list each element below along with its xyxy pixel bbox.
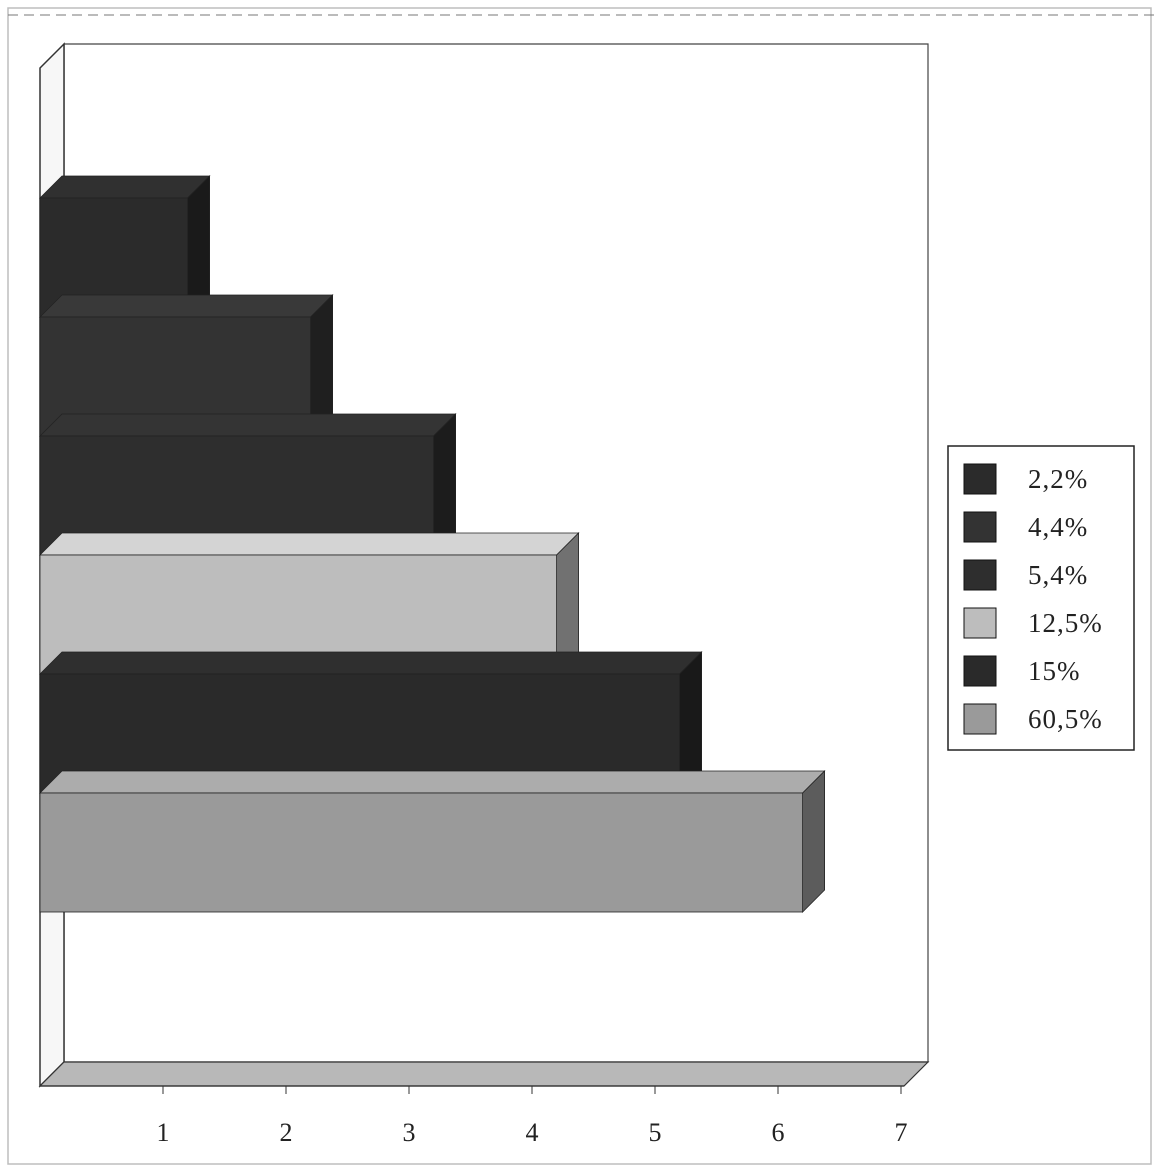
legend-entry: 12,5% bbox=[963, 607, 1103, 639]
legend-entry: 4,4% bbox=[963, 511, 1088, 543]
bar-top-face bbox=[39, 651, 703, 675]
legend: 2,2% 4,4% 5,4% 12,5% 15% 60,5% bbox=[947, 445, 1135, 751]
bar-top-face bbox=[39, 532, 580, 556]
legend-label: 15% bbox=[1028, 656, 1081, 686]
legend-entry: 5,4% bbox=[963, 559, 1088, 591]
bar-top-face bbox=[39, 175, 211, 199]
legend-swatch bbox=[963, 607, 997, 639]
legend-swatch bbox=[963, 463, 997, 495]
x-tick-label: 4 bbox=[526, 1118, 539, 1147]
legend-label: 5,4% bbox=[1028, 560, 1088, 590]
x-tick-label: 3 bbox=[403, 1118, 416, 1147]
bar-top-face bbox=[39, 413, 457, 437]
x-tick-label: 7 bbox=[895, 1118, 908, 1147]
bars bbox=[39, 175, 826, 913]
bar bbox=[39, 770, 826, 913]
legend-label: 4,4% bbox=[1028, 512, 1088, 542]
legend-swatch bbox=[963, 703, 997, 735]
x-tick-label: 2 bbox=[280, 1118, 293, 1147]
bar-front-face bbox=[39, 792, 803, 913]
x-tick-label: 5 bbox=[649, 1118, 662, 1147]
legend-entry: 15% bbox=[963, 655, 1081, 687]
chart-frame bbox=[7, 7, 1152, 1165]
bar-side-face bbox=[802, 770, 825, 913]
bar-top-face bbox=[39, 770, 826, 794]
legend-entry: 2,2% bbox=[963, 463, 1088, 495]
x-tick-label: 1 bbox=[157, 1118, 170, 1147]
legend-swatch bbox=[963, 559, 997, 591]
legend-label: 60,5% bbox=[1028, 704, 1103, 734]
legend-label: 12,5% bbox=[1028, 608, 1103, 638]
x-tick-label: 6 bbox=[772, 1118, 785, 1147]
x-axis: 1 2 3 4 5 6 7 bbox=[40, 1085, 908, 1147]
bar-top-face bbox=[39, 294, 334, 318]
legend-label: 2,2% bbox=[1028, 464, 1088, 494]
legend-swatch bbox=[963, 655, 997, 687]
legend-swatch bbox=[963, 511, 997, 543]
legend-entry: 60,5% bbox=[963, 703, 1103, 735]
legend-box bbox=[947, 445, 1135, 751]
plot-floor bbox=[38, 1061, 930, 1087]
